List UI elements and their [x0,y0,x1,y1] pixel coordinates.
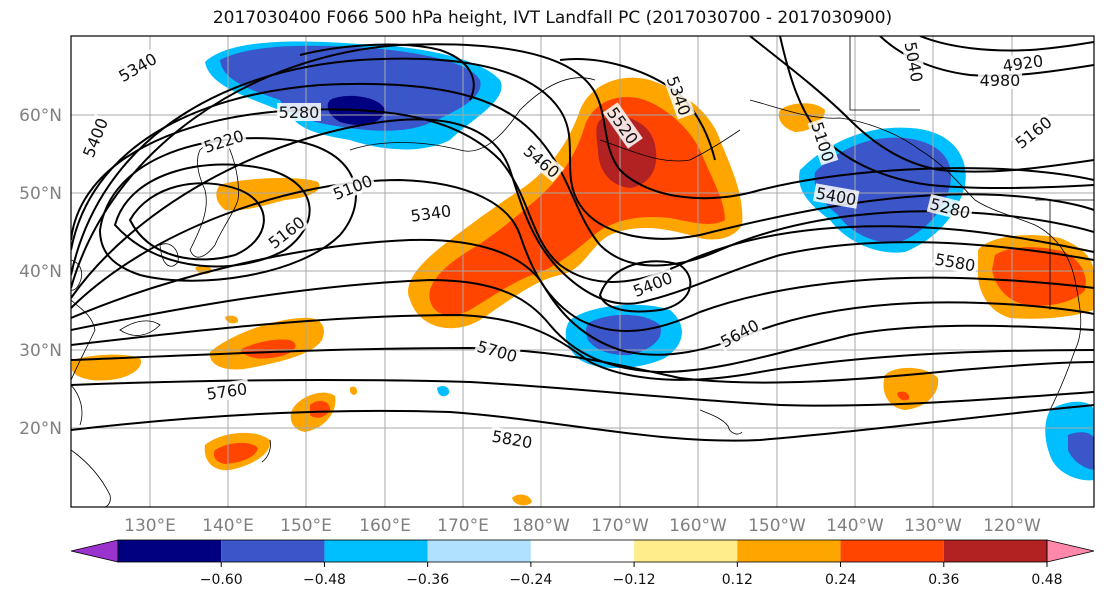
latitude-label: 40°N [19,262,62,282]
colorbar-segment [530,540,635,562]
longitude-label: 150°E [280,516,332,536]
contour-label: 5280 [279,103,320,122]
colorbar-tick-label: −0.12 [613,572,656,588]
latitude-label: 50°N [19,184,62,204]
latitude-label: 20°N [19,419,62,439]
colorbar-extension-high [1046,539,1095,563]
map-area [71,36,1094,507]
height-contours [71,36,1094,442]
colorbar-segment [737,540,841,562]
map-title: 2017030400 F066 500 hPa height, IVT Land… [212,8,893,28]
longitude-label: 170°W [591,516,649,536]
colorbar-tick-label: 0.24 [825,572,856,588]
colorbar-segment [427,540,531,562]
longitude-label: 120°W [983,516,1041,536]
colorbar-segment [840,540,944,562]
shaded-field-negative [205,41,1094,481]
longitude-label: 130°W [904,516,962,536]
colorbar-segment [221,540,325,562]
longitude-label: 160°W [669,516,727,536]
colorbar-tick-label: 0.36 [928,572,959,588]
longitude-label: 180°W [512,516,570,536]
longitude-label: 160°E [359,516,411,536]
colorbar-tick-label: −0.24 [509,572,552,588]
colorbar: −0.60 −0.48 −0.36 −0.24 −0.12 0.12 0.24 0.36 0.4… [70,539,1095,588]
latitude-label: 60°N [19,106,62,126]
contour-label: 4980 [980,71,1021,90]
longitude-label: 150°W [748,516,806,536]
map-frame [70,35,1095,508]
longitude-label: 140°W [826,516,884,536]
longitude-label: 140°E [202,516,254,536]
longitude-label: 130°E [124,516,176,536]
latitude-labels: 60°N 50°N 40°N 30°N 20°N [19,106,62,439]
colorbar-segment [324,540,428,562]
colorbar-tick-label: −0.60 [200,572,243,588]
longitude-labels: 130°E 140°E 150°E 160°E 170°E 180°W 170°W 160°W… [124,516,1041,536]
colorbar-segment [943,540,1047,562]
colorbar-segment [118,540,222,562]
latitude-label: 30°N [19,341,62,361]
colorbar-tick-label: −0.36 [406,572,449,588]
colorbar-tick-label: 0.12 [722,572,753,588]
colorbar-tick-label: −0.48 [303,572,346,588]
colorbar-tick-label: 0.48 [1031,572,1062,588]
longitude-label: 170°E [437,516,489,536]
colorbar-extension-low [70,539,119,563]
colorbar-segment [634,540,738,562]
